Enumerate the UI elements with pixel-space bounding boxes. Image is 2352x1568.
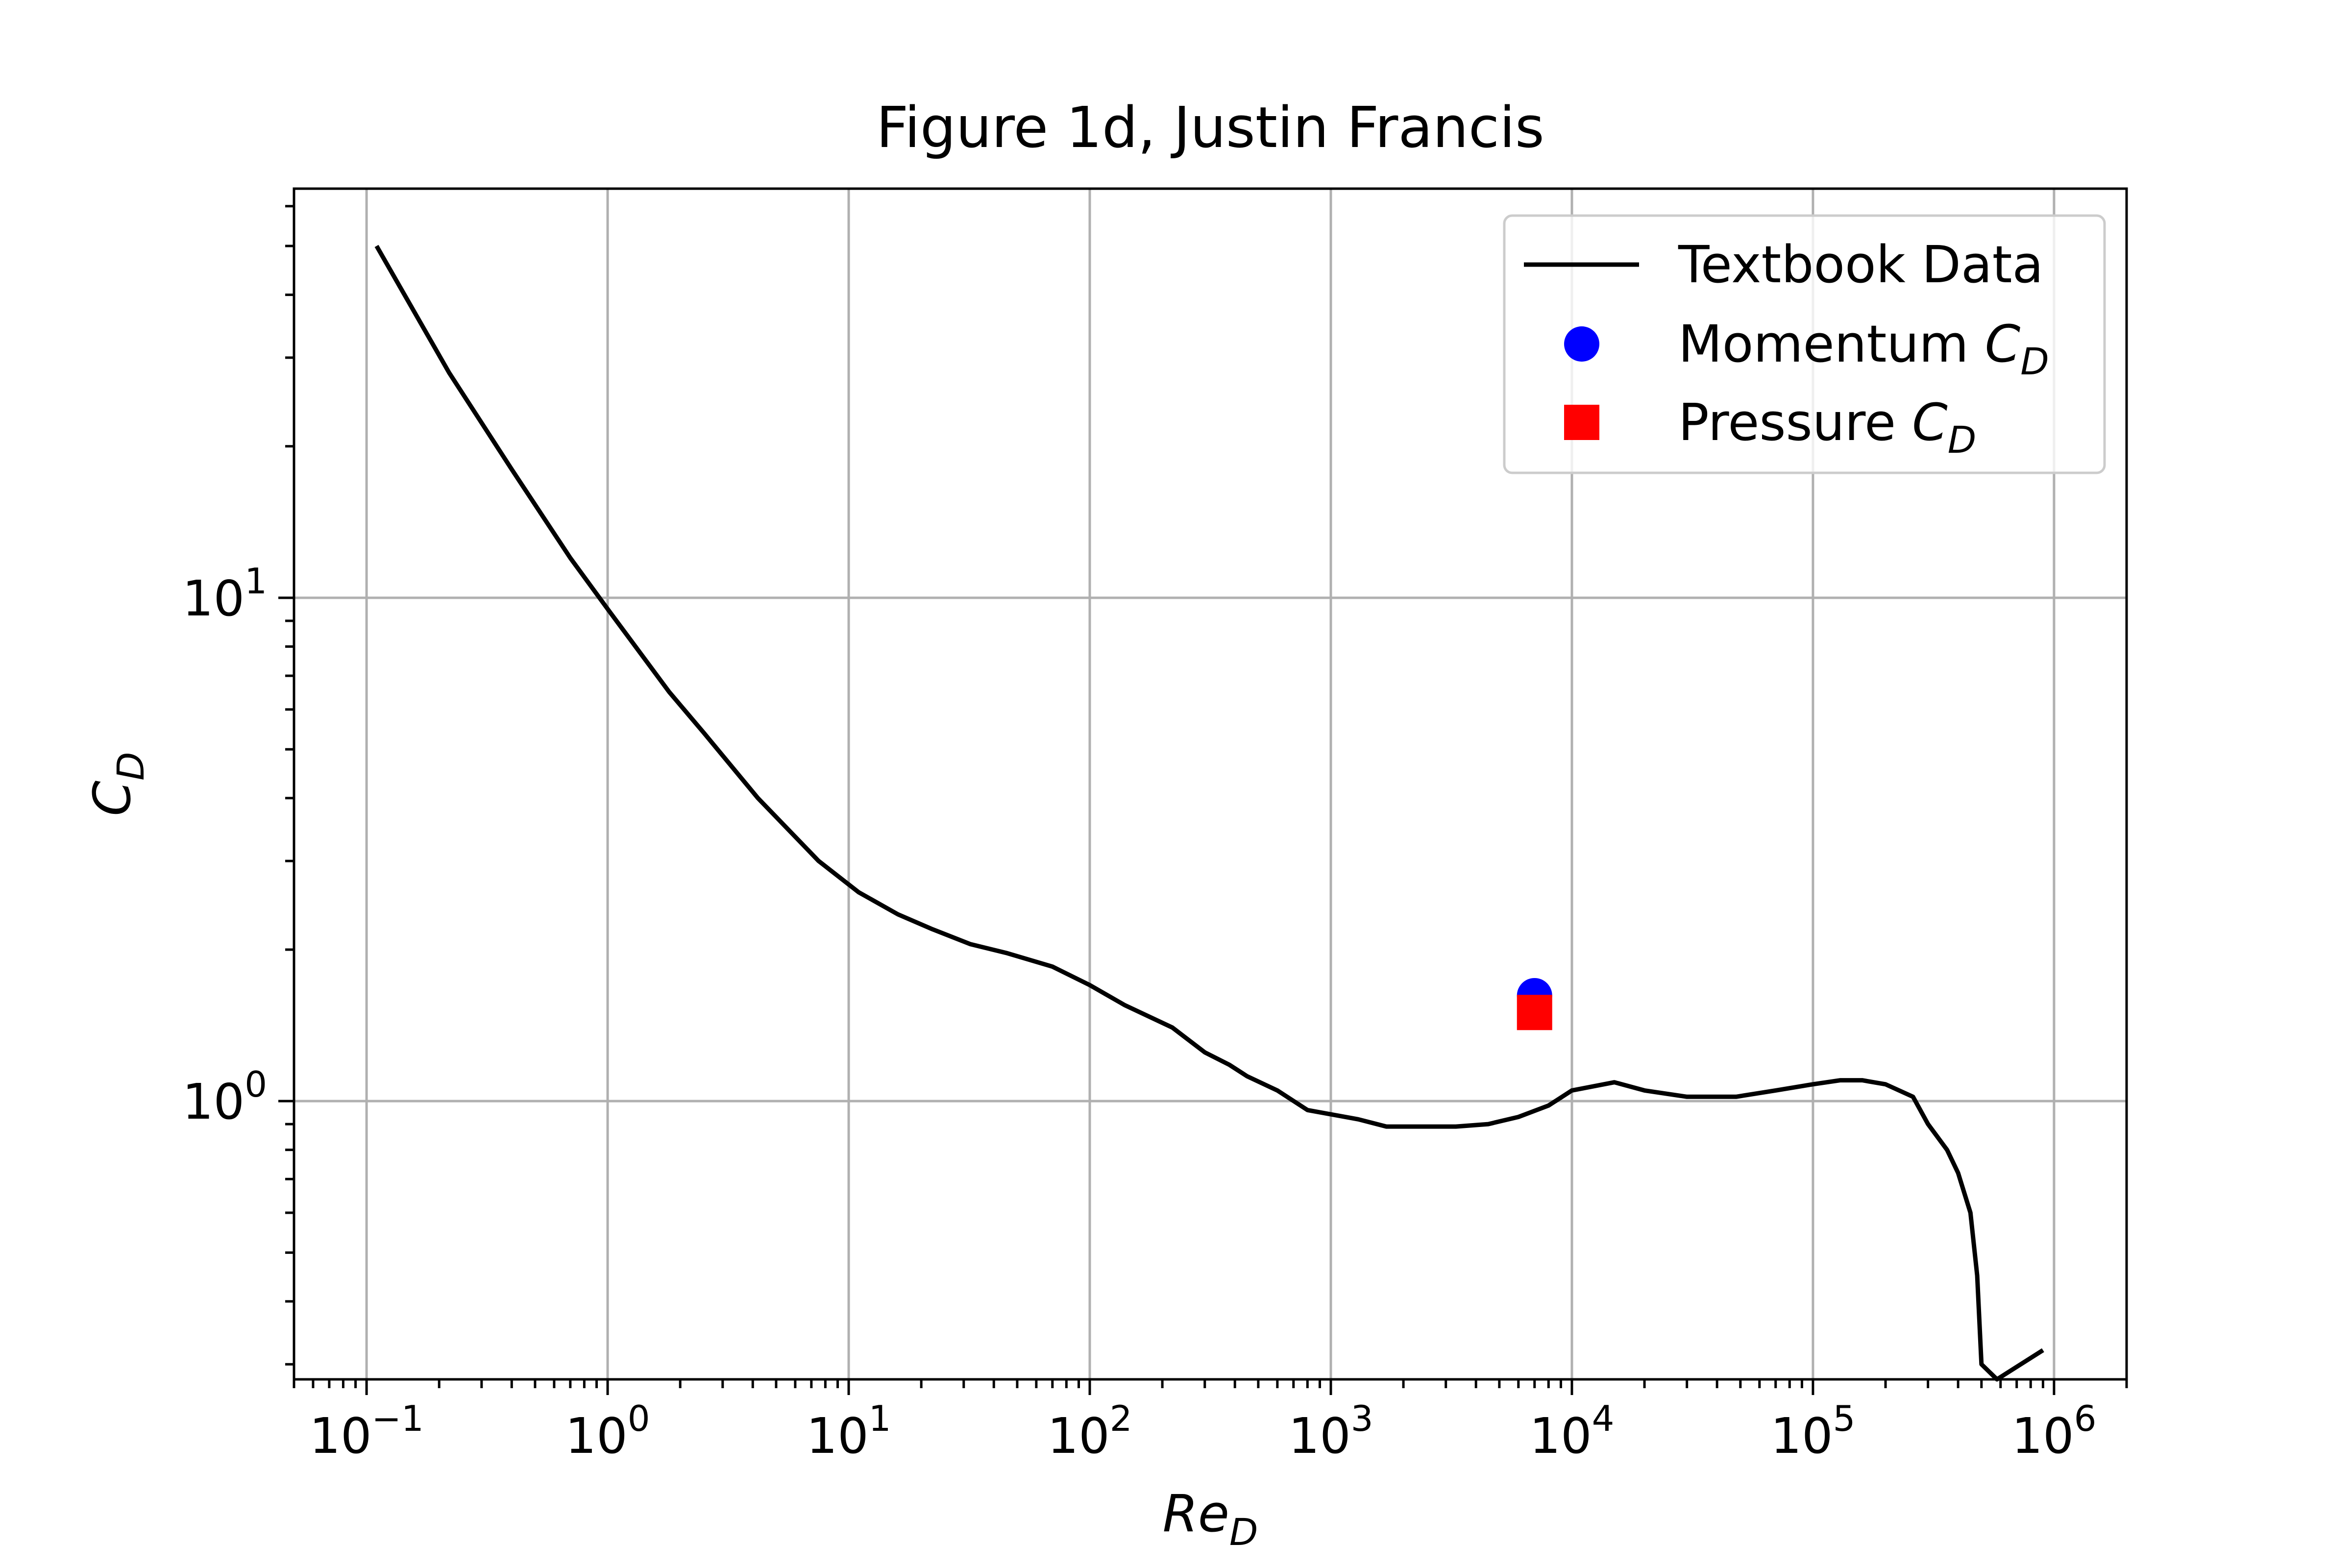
x-tick-label: 101 [807,1398,891,1465]
legend-box [1503,214,2106,474]
axes-frame [293,187,2128,1381]
chart-title: Figure 1d, Justin Francis [876,95,1544,161]
legend-label: Momentum CD [1678,314,2049,383]
x-tick-label: 100 [565,1398,650,1465]
x-tick-label: 104 [1529,1398,1614,1465]
x-axis-label: ReD [1163,1484,1258,1554]
x-tick-label: 106 [2011,1398,2096,1465]
legend-circle-swatch [1564,326,1599,362]
legend-label: Textbook Data [1678,235,2043,294]
legend-label: Pressure CD [1678,392,1976,462]
y-tick-label: 101 [182,561,267,627]
y-tick-label: 100 [182,1064,267,1130]
y-axis-label: CD [82,752,152,816]
x-tick-label: 10−1 [309,1398,423,1465]
x-tick-label: 102 [1047,1398,1132,1465]
x-tick-label: 105 [1770,1398,1855,1465]
pressure-cd-point [1517,995,1552,1030]
legend-square-swatch [1564,405,1599,440]
series-line-textbook-data [374,245,2044,1382]
x-tick-label: 103 [1288,1398,1373,1465]
